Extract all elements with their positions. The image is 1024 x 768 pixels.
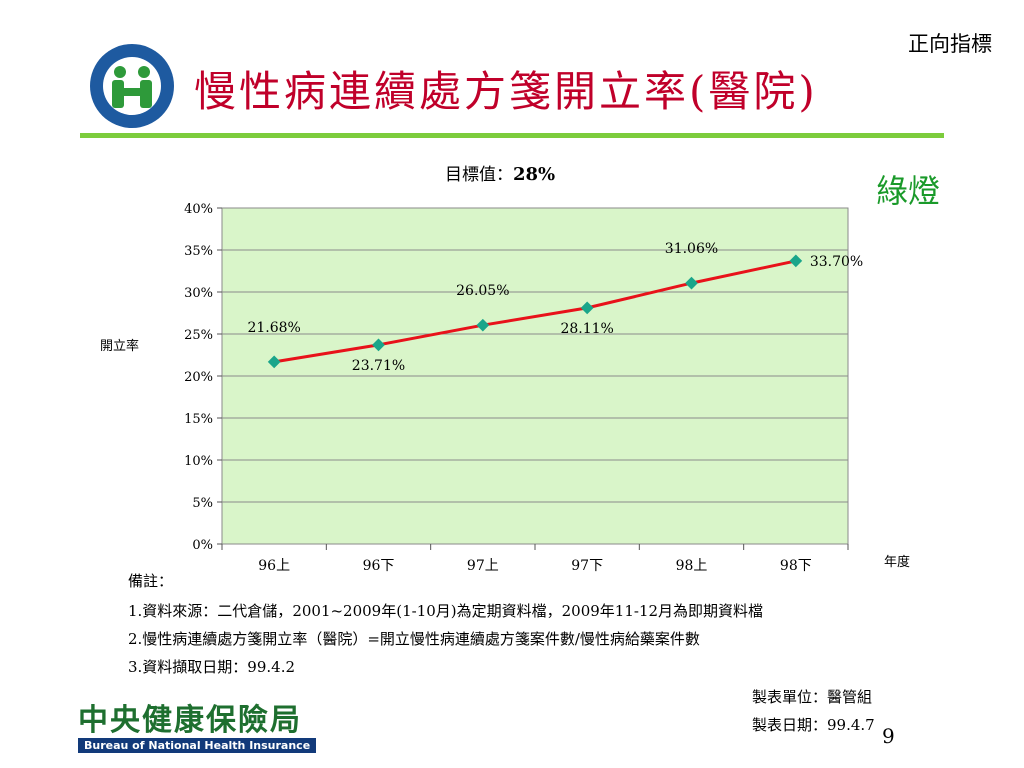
y-axis-title: 開立率 (100, 338, 139, 354)
y-tick-label: 5% (192, 496, 213, 511)
status-light-label: 綠燈 (876, 172, 941, 210)
x-axis-title: 年度 (884, 554, 910, 570)
data-label: 31.06% (665, 241, 718, 257)
note-date: 3.資料擷取日期：99.4.2 (128, 658, 296, 676)
maker-unit: 製表單位：醫管組 (752, 688, 873, 706)
bureau-name-zh: 中央健康保險局 (78, 703, 302, 738)
indicator-tag: 正向指標 (908, 32, 992, 56)
page-title: 慢性病連續處方箋開立率(醫院) (194, 67, 818, 116)
y-tick-label: 15% (184, 412, 213, 427)
bureau-name-en: Bureau of National Health Insurance (78, 738, 317, 753)
target-value: 28% (513, 164, 555, 185)
data-label: 26.05% (456, 283, 509, 299)
page-number: 9 (882, 724, 895, 748)
y-tick-label: 35% (184, 244, 213, 259)
data-point (267, 355, 281, 369)
y-tick-label: 0% (192, 538, 213, 553)
series-line (273, 259, 797, 364)
rate-line-chart: 目標值： 28% 0% 5% 10% 15% 20% 25% 30% 35% 40% 96上 96下 97… (100, 164, 910, 574)
x-tick-label: 97下 (571, 558, 603, 574)
x-tick-label: 96上 (258, 558, 290, 574)
data-point (372, 338, 385, 352)
x-tick-label: 97上 (467, 558, 499, 574)
data-label: 28.11% (560, 321, 613, 337)
notes-heading: 備註： (128, 572, 174, 590)
data-label: 33.70% (810, 254, 863, 270)
nhi-logo (90, 44, 174, 128)
note-formula: 2.慢性病連續處方箋開立率（醫院）=開立慢性病連續處方箋案件數/慢性病給藥案件數 (128, 630, 700, 648)
data-label: 21.68% (247, 320, 300, 336)
x-tick-label: 96下 (363, 558, 395, 574)
y-tick-label: 40% (184, 202, 213, 217)
y-tick-label: 10% (184, 454, 213, 469)
data-point (476, 318, 490, 332)
x-tick-label: 98下 (780, 558, 812, 574)
maker-date: 製表日期：99.4.7 (752, 716, 875, 734)
y-tick-label: 30% (184, 286, 213, 301)
data-label: 23.71% (352, 358, 405, 374)
note-source: 1.資料來源：二代倉儲，2001~2009年(1-10月)為定期資料檔，2009… (128, 602, 764, 620)
y-tick-label: 25% (184, 328, 213, 343)
target-label: 目標值： (445, 165, 513, 185)
y-tick-label: 20% (184, 370, 213, 385)
bureau-logo: 中央健康保險局 Bureau of National Health Insura… (78, 703, 317, 753)
title-underline (80, 133, 944, 138)
x-tick-label: 98上 (676, 558, 708, 574)
